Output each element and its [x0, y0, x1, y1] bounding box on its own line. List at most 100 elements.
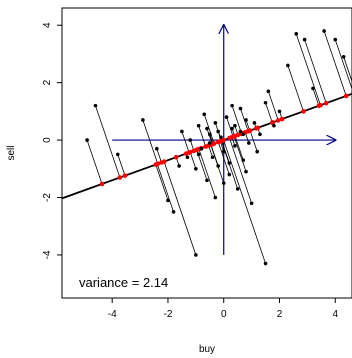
projection-line: [249, 130, 258, 152]
projection-line: [221, 140, 230, 164]
x-axis-title: buy: [199, 344, 215, 355]
projected-point: [343, 93, 349, 99]
projection-line: [95, 105, 121, 178]
projected-point: [323, 100, 329, 106]
projected-point: [161, 159, 167, 164]
data-point: [115, 152, 120, 157]
x-tick-label: 0: [221, 309, 227, 320]
data-point: [241, 132, 246, 137]
projected-point: [117, 175, 123, 180]
data-point: [244, 169, 248, 174]
projected-point: [245, 128, 251, 134]
projection-line: [86, 139, 103, 185]
data-point: [241, 158, 246, 162]
projection-line: [323, 30, 347, 97]
axes: -4 -2 0 2 4 -4 -2 0 2 4: [42, 22, 338, 320]
x-tick-label: 2: [277, 309, 283, 320]
projection-line: [117, 154, 126, 176]
projected-point: [316, 103, 322, 109]
x-tick-label: -2: [164, 309, 173, 320]
data-point: [196, 123, 201, 128]
projected-point: [227, 135, 232, 141]
fit-line: [62, 92, 352, 200]
plot-frame: [61, 7, 352, 299]
data-point: [93, 103, 98, 108]
projected-point: [270, 120, 276, 125]
projection-line: [334, 39, 352, 91]
data-point: [235, 187, 240, 191]
data-point: [286, 63, 290, 68]
data-point: [196, 152, 201, 157]
projected-point: [194, 147, 200, 153]
projected-point: [122, 173, 128, 178]
data-point: [199, 146, 204, 151]
data-point: [205, 178, 209, 183]
projected-point: [219, 138, 224, 144]
data-point: [230, 103, 234, 108]
data-point: [219, 135, 223, 140]
projected-point: [275, 118, 281, 123]
data-point: [202, 112, 207, 117]
data-point: [141, 118, 145, 122]
data-point: [294, 32, 299, 36]
data-point: [166, 198, 170, 203]
x-tick-label: 4: [332, 309, 338, 320]
data-point: [341, 55, 346, 59]
data-point: [207, 141, 212, 145]
projection-line: [189, 152, 197, 169]
y-axis-title: sell: [6, 145, 17, 160]
y-tick-label: 0: [42, 137, 53, 143]
y-tick-label: 2: [42, 79, 53, 85]
data-point: [210, 155, 215, 160]
projection-line: [226, 116, 234, 137]
projected-point: [154, 161, 160, 167]
data-point: [194, 166, 198, 171]
projection-line: [231, 105, 242, 134]
data-point: [258, 132, 262, 137]
data-point: [333, 37, 338, 42]
data-point: [230, 126, 234, 131]
projection-line: [312, 88, 320, 106]
data-point: [263, 261, 268, 266]
data-point: [205, 126, 209, 131]
data-point: [238, 106, 243, 111]
plot-area: [62, 25, 352, 266]
data-point: [263, 100, 268, 105]
data-point: [252, 121, 257, 125]
projection-line: [163, 161, 197, 256]
data-point: [227, 172, 232, 177]
projection-line: [223, 139, 266, 264]
projection-line: [233, 136, 247, 172]
projected-point: [187, 149, 193, 155]
projection-line: [203, 114, 215, 144]
projection-line: [229, 137, 252, 204]
projection-line: [155, 164, 169, 201]
data-point: [177, 164, 181, 168]
projection-line: [142, 119, 159, 164]
projection-line: [287, 65, 304, 112]
data-point: [221, 149, 226, 154]
data-point: [185, 155, 190, 160]
data-point: [155, 146, 159, 151]
data-point: [227, 161, 232, 165]
projection-line: [295, 33, 321, 106]
data-point: [216, 164, 220, 168]
data-point: [180, 129, 184, 134]
data-point: [224, 115, 229, 119]
data-point: [171, 210, 176, 214]
projection-line: [198, 125, 207, 147]
data-point: [194, 253, 198, 257]
projection-line: [265, 102, 273, 123]
data-point: [238, 129, 243, 134]
data-point: [249, 201, 254, 206]
y-tick-label: -2: [42, 193, 53, 202]
data-point: [216, 129, 220, 134]
data-point: [213, 195, 218, 200]
data-point: [233, 144, 237, 148]
projection-line: [267, 91, 279, 121]
projection-line: [343, 56, 352, 83]
projection-line: [234, 135, 244, 161]
data-point: [322, 29, 326, 33]
data-point: [233, 123, 237, 128]
